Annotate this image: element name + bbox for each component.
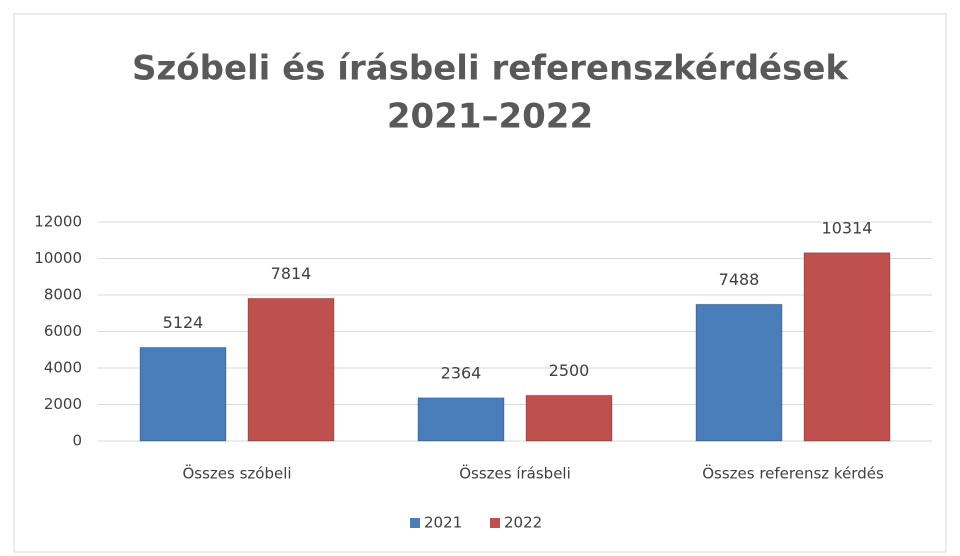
legend-label: 2022 <box>504 514 542 532</box>
y-tick-label: 12000 <box>34 213 82 231</box>
y-tick-label: 2000 <box>44 395 82 413</box>
bar <box>247 297 335 442</box>
value-label: 10314 <box>822 218 873 237</box>
y-tick-label: 0 <box>72 432 82 450</box>
value-label: 2364 <box>441 363 482 382</box>
chart-title: Szóbeli és írásbeli referenszkérdések <box>132 49 849 89</box>
y-tick-label: 4000 <box>44 359 82 377</box>
legend-swatch <box>410 518 420 528</box>
y-tick-label: 10000 <box>34 249 82 267</box>
x-tick-label: Összes írásbeli <box>459 464 571 483</box>
bar <box>139 346 227 442</box>
bar <box>803 252 891 442</box>
x-tick-label: Összes szóbeli <box>182 464 291 483</box>
value-label: 2500 <box>549 361 590 380</box>
legend-swatch <box>490 518 500 528</box>
y-tick-label: 8000 <box>44 286 82 304</box>
chart-title: 2021–2022 <box>387 97 593 137</box>
value-label: 7814 <box>271 264 312 283</box>
bar <box>525 394 613 442</box>
value-label: 5124 <box>163 313 204 332</box>
x-tick-label: Összes referensz kérdés <box>702 464 884 483</box>
bar <box>695 303 783 442</box>
bar <box>417 397 505 442</box>
chart-border <box>13 13 947 553</box>
y-tick-label: 6000 <box>44 322 82 340</box>
legend-label: 2021 <box>424 514 462 532</box>
value-label: 7488 <box>719 270 760 289</box>
